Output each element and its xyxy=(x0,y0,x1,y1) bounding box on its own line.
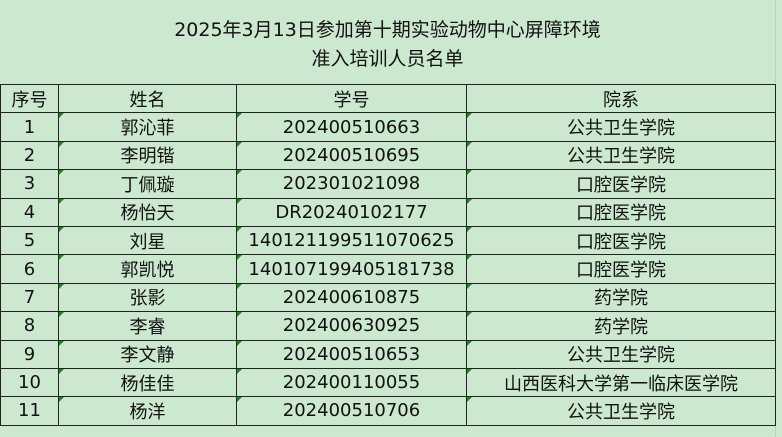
cell-student-id[interactable]: 202400510706 xyxy=(236,396,467,426)
table-row: 9 李文静 202400510653 公共卫生学院 xyxy=(0,339,776,369)
table-row: 5 刘星 140121199511070625 口腔医学院 xyxy=(0,225,776,256)
cell-name[interactable]: 杨佳佳 xyxy=(58,367,237,398)
cell-department[interactable]: 公共卫生学院 xyxy=(466,140,776,171)
cell-student-id[interactable]: DR20240102177 xyxy=(236,197,467,227)
cell-department[interactable]: 公共卫生学院 xyxy=(466,339,776,369)
cell-student-id[interactable]: 202400630925 xyxy=(236,311,467,341)
cell-name[interactable]: 李睿 xyxy=(58,311,237,341)
cell-index[interactable]: 10 xyxy=(0,367,59,398)
cell-index[interactable]: 11 xyxy=(0,396,59,426)
cell-name[interactable]: 杨怡天 xyxy=(58,197,237,227)
cell-name[interactable]: 李明锴 xyxy=(58,140,237,171)
cell-name[interactable]: 李文静 xyxy=(58,339,237,369)
cell-department[interactable]: 药学院 xyxy=(466,311,776,341)
cell-department[interactable]: 药学院 xyxy=(466,282,776,313)
cell-department[interactable]: 公共卫生学院 xyxy=(466,396,776,426)
header-name[interactable]: 姓名 xyxy=(58,83,237,114)
header-index[interactable]: 序号 xyxy=(0,83,59,114)
cell-name[interactable]: 郭沁菲 xyxy=(58,112,237,142)
cell-student-id[interactable]: 140121199511070625 xyxy=(236,225,467,256)
cell-department[interactable]: 口腔医学院 xyxy=(466,197,776,227)
cell-index[interactable]: 3 xyxy=(0,169,59,199)
header-department[interactable]: 院系 xyxy=(466,83,776,114)
cell-department[interactable]: 口腔医学院 xyxy=(466,225,776,256)
roster-table: 序号 姓名 学号 院系 1 郭沁菲 202400510663 公共卫生学院 2 李明锴 20… xyxy=(0,83,776,426)
cell-student-id[interactable]: 202400510653 xyxy=(236,339,467,369)
table-row: 2 李明锴 202400510695 公共卫生学院 xyxy=(0,140,776,171)
table-row: 1 郭沁菲 202400510663 公共卫生学院 xyxy=(0,112,776,142)
cell-student-id[interactable]: 202400110055 xyxy=(236,367,467,398)
cell-index[interactable]: 4 xyxy=(0,197,59,227)
cell-name[interactable]: 杨洋 xyxy=(58,396,237,426)
cell-student-id[interactable]: 202400510695 xyxy=(236,140,467,171)
cell-name[interactable]: 丁佩璇 xyxy=(58,169,237,199)
cell-index[interactable]: 1 xyxy=(0,112,59,142)
cell-name[interactable]: 张影 xyxy=(58,282,237,313)
cell-student-id[interactable]: 140107199405181738 xyxy=(236,254,467,284)
table-row: 4 杨怡天 DR20240102177 口腔医学院 xyxy=(0,197,776,227)
header-student-id[interactable]: 学号 xyxy=(236,83,467,114)
table-row: 7 张影 202400610875 药学院 xyxy=(0,282,776,313)
title-line-2: 准入培训人员名单 xyxy=(311,48,464,70)
gridline xyxy=(775,0,776,437)
cell-department[interactable]: 公共卫生学院 xyxy=(466,112,776,142)
cell-name[interactable]: 郭凯悦 xyxy=(58,254,237,284)
cell-name[interactable]: 刘星 xyxy=(58,225,237,256)
cell-student-id[interactable]: 202400610875 xyxy=(236,282,467,313)
cell-index[interactable]: 6 xyxy=(0,254,59,284)
table-row: 3 丁佩璇 202301021098 口腔医学院 xyxy=(0,169,776,199)
cell-department[interactable]: 口腔医学院 xyxy=(466,169,776,199)
table-row: 10 杨佳佳 202400110055 山西医科大学第一临床医学院 xyxy=(0,367,776,398)
table-row: 8 李睿 202400630925 药学院 xyxy=(0,311,776,341)
title-line-1: 2025年3月13日参加第十期实验动物中心屏障环境 xyxy=(174,19,601,41)
cell-index[interactable]: 9 xyxy=(0,339,59,369)
cell-department[interactable]: 山西医科大学第一临床医学院 xyxy=(466,367,776,398)
cell-index[interactable]: 7 xyxy=(0,282,59,313)
table-row: 6 郭凯悦 140107199405181738 口腔医学院 xyxy=(0,254,776,284)
cell-index[interactable]: 5 xyxy=(0,225,59,256)
table-row: 11 杨洋 202400510706 公共卫生学院 xyxy=(0,396,776,426)
cell-index[interactable]: 2 xyxy=(0,140,59,171)
cell-student-id[interactable]: 202400510663 xyxy=(236,112,467,142)
cell-department[interactable]: 口腔医学院 xyxy=(466,254,776,284)
header-row: 序号 姓名 学号 院系 xyxy=(0,83,776,114)
cell-index[interactable]: 8 xyxy=(0,311,59,341)
cell-student-id[interactable]: 202301021098 xyxy=(236,169,467,199)
